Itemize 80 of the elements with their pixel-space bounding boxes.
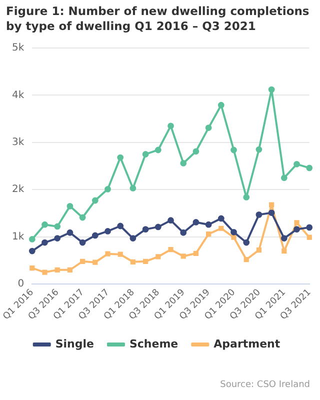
y-tick-label: 4k — [12, 90, 24, 101]
point — [28, 248, 36, 254]
point — [130, 259, 136, 264]
point — [306, 224, 313, 231]
point — [80, 258, 86, 264]
y-tick-label: 2k — [12, 184, 24, 196]
point — [54, 267, 60, 272]
point — [168, 122, 174, 130]
chart-title: Figure 1: Number of new dwelling completions by type of dwelling Q1 2016 – Q3 2021 — [5, 3, 310, 34]
point — [142, 226, 149, 233]
point — [154, 146, 162, 154]
point — [67, 267, 73, 272]
point — [218, 102, 224, 108]
point — [42, 239, 48, 246]
point — [42, 221, 48, 228]
point — [130, 235, 136, 242]
point — [218, 226, 224, 231]
point — [205, 221, 212, 228]
point — [79, 214, 86, 221]
point — [268, 86, 275, 93]
point — [156, 254, 161, 260]
point — [92, 232, 98, 239]
point — [231, 234, 236, 240]
y-tick-label: 3k — [12, 137, 24, 148]
point — [256, 211, 262, 218]
point — [92, 197, 98, 204]
point — [280, 174, 288, 182]
point — [130, 185, 136, 192]
point — [244, 256, 249, 262]
point — [66, 229, 74, 236]
point — [243, 239, 250, 246]
point — [180, 254, 186, 259]
legend-label: Scheme — [129, 337, 178, 350]
point — [230, 228, 237, 236]
point — [54, 223, 61, 230]
y-tick-label: 1k — [12, 231, 24, 242]
point — [118, 252, 123, 257]
point — [193, 250, 199, 256]
legend-label: Apartment — [214, 337, 280, 350]
point — [180, 229, 187, 236]
point — [294, 226, 300, 233]
point — [105, 251, 110, 256]
point — [280, 235, 288, 242]
point — [30, 265, 35, 271]
source-note: Source: CSO Ireland — [220, 380, 310, 390]
point — [306, 234, 312, 240]
point — [142, 151, 149, 158]
y-tick-label: 0 — [18, 278, 24, 290]
point — [154, 224, 162, 230]
point — [306, 164, 313, 172]
point — [256, 146, 262, 153]
point — [205, 124, 212, 131]
point — [168, 217, 174, 224]
point — [92, 260, 98, 265]
point — [168, 247, 174, 252]
point — [206, 231, 212, 237]
point — [269, 202, 274, 208]
point — [294, 220, 300, 226]
point — [294, 160, 300, 168]
point — [104, 228, 111, 234]
point — [218, 215, 224, 222]
point — [268, 210, 275, 216]
point — [54, 235, 61, 242]
point — [79, 239, 86, 246]
point — [66, 202, 74, 210]
point — [117, 222, 124, 230]
point — [180, 160, 187, 166]
point — [192, 219, 200, 226]
y-tick-label: 5k — [12, 42, 24, 54]
point — [282, 248, 287, 254]
point — [42, 270, 48, 275]
point — [117, 154, 124, 161]
point — [28, 236, 36, 242]
point — [192, 148, 200, 155]
point — [256, 248, 262, 253]
point — [230, 146, 237, 154]
point — [243, 194, 250, 200]
legend-label: Single — [55, 337, 94, 350]
point — [143, 258, 148, 264]
point — [104, 186, 111, 192]
